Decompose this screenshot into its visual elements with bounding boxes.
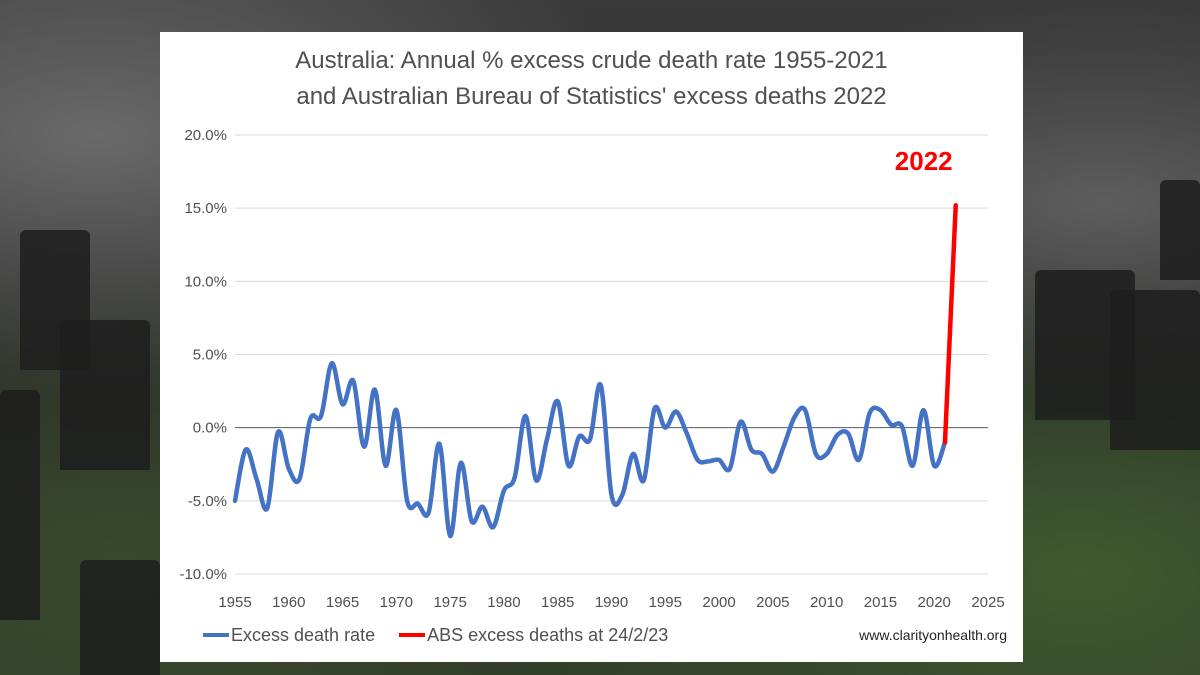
x-tick-label: 2020 <box>918 594 951 611</box>
y-tick-label: 5.0% <box>193 347 227 364</box>
gravestone <box>1160 180 1200 280</box>
series-line-excess-rate <box>232 361 948 539</box>
legend-item-excess-rate: Excess death rate <box>203 625 375 646</box>
x-tick-label: 2005 <box>756 594 789 611</box>
legend-item-abs: ABS excess deaths at 24/2/23 <box>399 625 668 646</box>
y-tick-label: 0.0% <box>193 420 227 437</box>
chart-legend: Excess death rate ABS excess deaths at 2… <box>203 622 1007 648</box>
x-tick-label: 1960 <box>272 594 305 611</box>
x-tick-label: 1980 <box>487 594 520 611</box>
gravestone <box>80 560 160 675</box>
x-tick-label: 2025 <box>971 594 1004 611</box>
gravestone <box>0 390 40 620</box>
legend-label-excess-rate: Excess death rate <box>231 624 376 645</box>
legend-label-abs: ABS excess deaths at 24/2/23 <box>427 624 669 645</box>
x-tick-label: 1970 <box>380 594 413 611</box>
annotation-2022: 2022 <box>895 146 953 176</box>
x-tick-label: 1985 <box>541 594 574 611</box>
gravestone <box>1110 290 1200 450</box>
source-credit: www.clarityonhealth.org <box>859 627 1007 643</box>
y-tick-label: 15.0% <box>184 200 227 217</box>
x-tick-label: 2000 <box>702 594 735 611</box>
y-tick-label: -5.0% <box>188 493 227 510</box>
y-tick-label: 10.0% <box>184 273 227 290</box>
x-tick-label: 1975 <box>433 594 466 611</box>
chart-title-line1: Australia: Annual % excess crude death r… <box>295 47 888 74</box>
x-tick-label: 1990 <box>595 594 628 611</box>
line-chart: -10.0% -5.0% 0.0% 5.0% 10.0% 15.0% 20.0% 1955 19… <box>179 127 1004 611</box>
y-tick-label: 20.0% <box>184 127 227 144</box>
y-tick-label: -10.0% <box>179 566 227 583</box>
gravestone <box>60 320 150 470</box>
x-tick-label: 1955 <box>218 594 251 611</box>
x-tick-label: 2010 <box>810 594 843 611</box>
series-line-abs-excess <box>942 202 958 445</box>
x-tick-label: 1965 <box>326 594 359 611</box>
legend-swatch-excess-rate <box>203 633 229 637</box>
chart-title-line2: and Australian Bureau of Statistics' exc… <box>296 83 887 110</box>
x-tick-label: 2015 <box>864 594 897 611</box>
chart-card: Australia: Annual % excess crude death r… <box>160 32 1023 662</box>
x-tick-label: 1995 <box>649 594 682 611</box>
legend-swatch-abs <box>399 633 426 637</box>
